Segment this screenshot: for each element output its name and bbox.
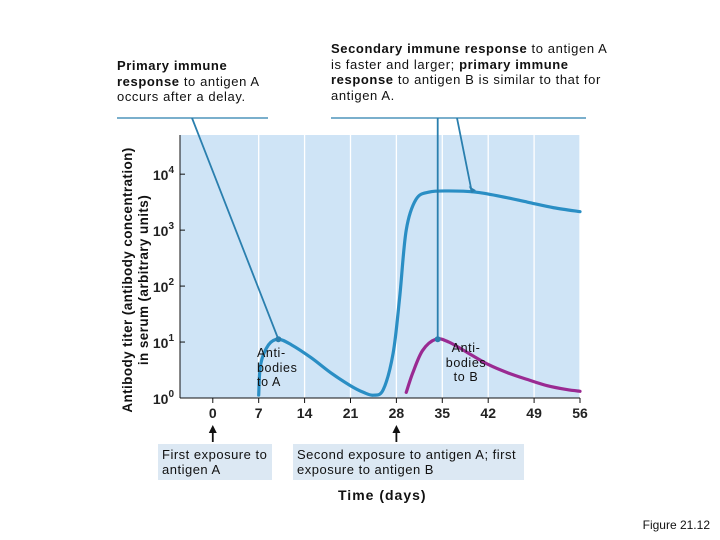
series-group — [257, 189, 582, 397]
x-axis-ticks: 0 7 14 21 28 35 42 49 56 — [209, 398, 588, 421]
x-tick-label: 42 — [480, 405, 496, 421]
leader-dot-b — [434, 336, 441, 343]
x-tick-label: 56 — [572, 405, 588, 421]
leader-secondary-a — [456, 117, 473, 193]
primary-response-annotation: Primary immune response to antigen A occ… — [117, 58, 287, 105]
callout-leader-lines — [117, 117, 586, 343]
x-tick-label: 28 — [389, 405, 405, 421]
leader-primary-a — [191, 117, 280, 340]
series-label-b: Anti- bodies to B — [445, 341, 487, 384]
y-axis-label-line2: in serum (arbitrary units) — [136, 195, 151, 365]
secondary-bold-text: Secondary immune response — [331, 41, 528, 56]
y-axis-ticks: 100 101 102 103 104 — [153, 135, 580, 407]
secondary-response-annotation: Secondary immune response to antigen A i… — [331, 41, 613, 103]
primary-bold-text: Primary immune response — [117, 58, 228, 89]
secondary-bold2-text: primary immune response — [331, 56, 569, 88]
y-tick-label: 101 — [153, 333, 175, 351]
exposure-2-label: Second exposure to antigen A; first expo… — [293, 444, 524, 480]
x-tick-label: 14 — [297, 405, 313, 421]
leader-dot-a — [275, 336, 282, 343]
y-tick-label: 100 — [153, 389, 175, 407]
x-axis-label: Time (days) — [338, 487, 427, 503]
x-tick-label: 0 — [209, 405, 217, 421]
x-tick-label: 7 — [255, 405, 263, 421]
series-line-antibodies-b — [404, 337, 582, 395]
exposure-arrow-head — [392, 425, 401, 433]
secondary-rest-text: to antigen B is similar to that for anti… — [331, 72, 601, 103]
exposure-1-label: First exposure to antigen A — [158, 444, 272, 480]
grid-lines — [258, 135, 581, 398]
plot-area — [180, 135, 580, 398]
x-tick-label: 35 — [435, 405, 451, 421]
x-tick-label: 49 — [526, 405, 542, 421]
secondary-mid-text: to antigen A is faster and larger; — [331, 41, 607, 72]
primary-rest-text: to antigen A occurs after a delay. — [117, 73, 259, 105]
y-axis-label-line1: Antibody titer (antibody concentration) — [120, 147, 135, 412]
y-tick-label: 102 — [153, 277, 175, 295]
leader-arrowhead-secondary — [468, 186, 476, 194]
series-label-a: Anti- bodies to A — [257, 346, 298, 389]
y-tick-label: 103 — [153, 221, 175, 239]
y-tick-label: 104 — [153, 165, 175, 183]
figure-label: Figure 21.12 — [642, 518, 710, 532]
exposure-arrows — [208, 425, 401, 442]
x-tick-label: 21 — [343, 405, 359, 421]
series-line-antibodies-a — [257, 189, 582, 397]
exposure-arrow-head — [208, 425, 217, 433]
